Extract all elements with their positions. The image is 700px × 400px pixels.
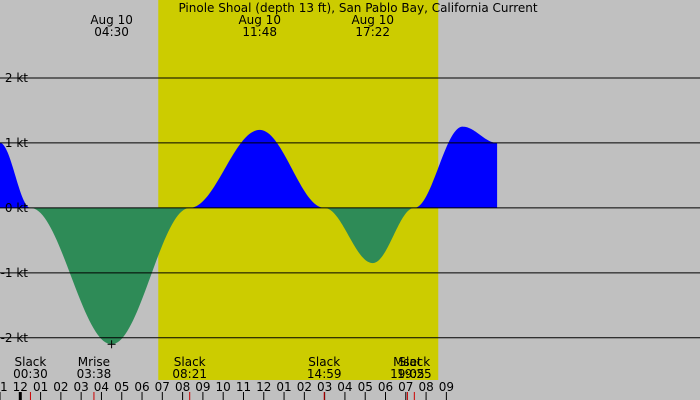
event-time-label: 14:59 [307,367,342,381]
hour-tick-label: 01 [276,380,291,394]
extremum-time-label: 04:30 [94,25,129,39]
ebb-area [30,207,190,345]
event-time-label: 19:05 [390,367,425,381]
hour-tick-label: 02 [297,380,312,394]
y-tick-label: -1 kt [1,266,29,280]
hour-tick-label: 07 [398,380,413,394]
y-tick-layer: 2 kt 1 kt 0 kt -1 kt -2 kt [1,71,29,345]
extremum-date-label: Aug 10 [351,13,394,27]
hour-tick-label: 12 [256,380,271,394]
hour-tick-label: 08 [175,380,190,394]
event-name-label: Slack [15,355,47,369]
hour-tick-label: 12 [13,380,28,394]
event-name-label: Slack [308,355,340,369]
event-name-label: Mrise [78,355,110,369]
hour-tick-label: 09 [195,380,210,394]
hour-tick-label: 08 [418,380,433,394]
y-tick-label: 2 kt [5,71,28,85]
extremum-time-label: 17:22 [355,25,390,39]
event-time-label: 03:38 [77,367,112,381]
hour-tick-label: 06 [378,380,393,394]
flood-area [189,129,325,208]
flood-area [414,126,498,208]
hour-tick-label: 11 [0,380,8,394]
flood-area [0,142,31,208]
event-time-label: 00:30 [13,367,48,381]
hour-tick-label: 04 [94,380,109,394]
event-label-layer: Slack00:30Mrise03:38Slack08:21Slack14:59… [13,355,431,381]
y-tick-label: 0 kt [5,201,28,215]
y-tick-label: -2 kt [1,331,29,345]
hour-tick-label: 03 [74,380,89,394]
hour-tick-label: 05 [358,380,373,394]
hour-tick-label: 03 [317,380,332,394]
event-time-label: 19:25 [397,367,432,381]
event-name-label: Mset [393,355,422,369]
event-name-label: Slack [174,355,206,369]
hour-tick-label: 09 [439,380,454,394]
chart-title: Pinole Shoal (depth 13 ft), San Pablo Ba… [178,1,537,15]
hour-tick-label: 06 [134,380,149,394]
extremum-date-label: Aug 10 [238,13,281,27]
event-name-label: Slack [398,355,430,369]
gridline-layer [0,77,700,339]
y-tick-label: 1 kt [5,136,28,150]
ebb-area [324,207,415,264]
extremum-date-label: Aug 10 [90,13,133,27]
event-time-label: 08:21 [172,367,207,381]
extremum-time-label: 11:48 [242,25,277,39]
hour-tick-label: 11 [236,380,251,394]
hour-tick-label: 05 [114,380,129,394]
current-area-layer [0,126,498,345]
hour-tick-label: 07 [155,380,170,394]
hour-tick-label: 10 [216,380,231,394]
hour-tick-label: 01 [33,380,48,394]
hour-tick-label: 04 [337,380,352,394]
x-axis-layer: 11 12 01 02 03 04 05 06 07 08 09 10 11 12 01 02 03 04 05 06… [0,380,454,400]
hour-tick-label: 02 [53,380,68,394]
